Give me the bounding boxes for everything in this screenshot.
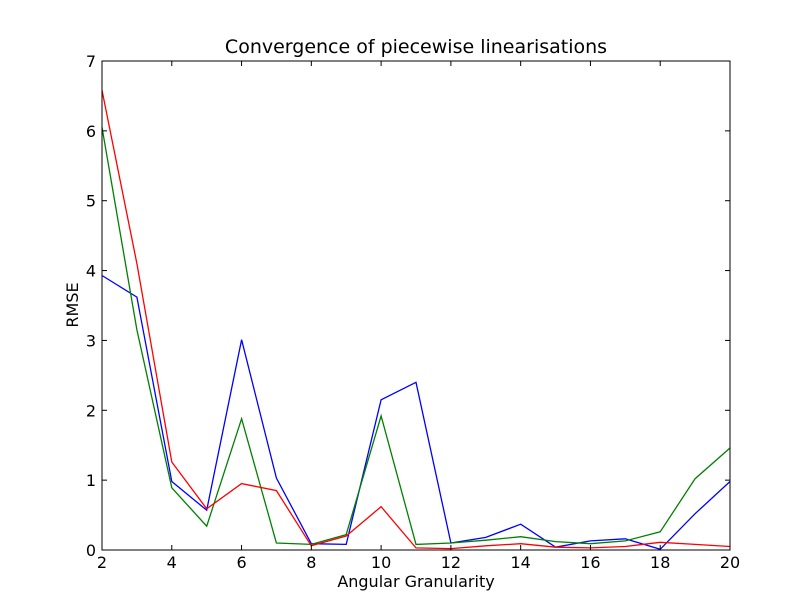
series-layer <box>101 90 731 551</box>
series-line-red <box>101 90 731 550</box>
y-tick-label: 0 <box>86 541 96 560</box>
y-axis-label: RMSE <box>63 282 82 327</box>
series-line-green <box>101 127 731 546</box>
x-tick-label: 16 <box>580 553 600 572</box>
plot-frame <box>101 60 731 551</box>
x-tick-label: 6 <box>236 553 246 572</box>
x-tick-label: 20 <box>720 553 740 572</box>
x-tick-label: 18 <box>650 553 670 572</box>
x-axis-label: Angular Granularity <box>337 572 494 591</box>
y-tick-label: 2 <box>86 401 96 420</box>
y-tick-label: 4 <box>86 262 96 281</box>
x-tick-label: 12 <box>441 553 461 572</box>
y-tick-label: 1 <box>86 471 96 490</box>
x-tick-label: 2 <box>97 553 107 572</box>
series-line-blue <box>101 274 731 551</box>
y-tick-label: 3 <box>86 331 96 350</box>
x-tick-label: 14 <box>510 553 530 572</box>
y-tick-label: 6 <box>86 122 96 141</box>
x-tick-label: 4 <box>167 553 177 572</box>
y-tick-label: 7 <box>86 52 96 71</box>
x-tick-label: 10 <box>371 553 391 572</box>
x-tick-label: 8 <box>306 553 316 572</box>
y-tick-label: 5 <box>86 192 96 211</box>
chart-title: Convergence of piecewise linearisations <box>225 36 607 58</box>
